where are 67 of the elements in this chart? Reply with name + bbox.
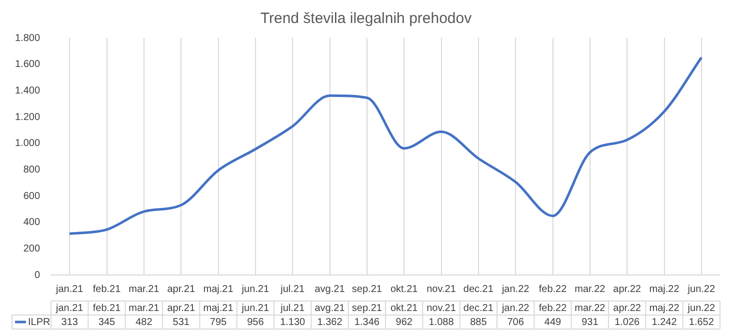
category-label: jan.22 — [502, 302, 530, 314]
data-label: 706 — [507, 316, 524, 328]
category-label: feb.22 — [538, 302, 567, 314]
data-label: 482 — [136, 316, 153, 328]
data-label: 956 — [247, 316, 264, 328]
category-label: avg.21 — [314, 302, 345, 314]
y-tick-label: 1.600 — [14, 59, 40, 70]
x-tick-label: feb.21 — [92, 284, 122, 295]
category-label: dec.21 — [463, 302, 494, 314]
category-label: sep.21 — [352, 302, 382, 314]
category-label: jun.22 — [688, 302, 716, 314]
y-tick-label: 200 — [23, 243, 40, 254]
line-series — [68, 56, 703, 236]
x-tick-label: nov.21 — [426, 284, 456, 295]
category-label: jun.21 — [242, 302, 270, 314]
data-label: 1.130 — [280, 316, 306, 328]
x-tick-label: jan.22 — [500, 284, 530, 295]
legend-label: ILPR — [28, 316, 50, 328]
data-label: 795 — [210, 316, 228, 328]
data-label: 931 — [582, 316, 599, 328]
x-tick-label: jan.21 — [54, 284, 84, 295]
y-tick-label: 1.000 — [14, 138, 40, 150]
data-label: 962 — [396, 316, 413, 328]
data-label: 531 — [172, 316, 190, 328]
category-label: mar.21 — [128, 302, 160, 314]
y-tick-label: 1.400 — [14, 85, 40, 96]
data-label: 1.242 — [652, 316, 678, 328]
data-label: 885 — [470, 316, 488, 328]
y-tick-label: 1.800 — [14, 32, 40, 44]
y-tick-label: 0 — [34, 270, 40, 281]
x-tick-label: sep.21 — [352, 284, 382, 295]
category-label: apr.21 — [167, 302, 196, 314]
x-tick-label: avg.21 — [314, 284, 346, 295]
y-tick-label: 800 — [23, 164, 40, 176]
chart-title: Trend števila ilegalnih prehodov — [260, 10, 472, 28]
data-label: 449 — [544, 316, 562, 328]
category-label: mar.22 — [574, 302, 606, 314]
data-label: 313 — [61, 316, 78, 328]
data-label: 1.346 — [354, 316, 380, 328]
x-tick-label: jul.21 — [280, 284, 305, 295]
x-tick-label: apr.21 — [167, 284, 196, 295]
x-tick-label: mar.21 — [128, 284, 160, 295]
data-label: 1.362 — [317, 316, 343, 328]
x-tick-label: jun.22 — [686, 284, 716, 295]
data-label: 345 — [98, 316, 116, 328]
x-tick-label: mar.22 — [574, 284, 606, 295]
x-tick-label: maj.22 — [649, 284, 680, 295]
category-label: jan.21 — [56, 302, 84, 314]
y-tick-label: 400 — [23, 217, 40, 228]
x-tick-label: apr.22 — [613, 284, 642, 295]
x-tick-label: feb.22 — [538, 284, 568, 295]
data-label: 1.088 — [428, 316, 454, 328]
x-tick-label: okt.21 — [390, 284, 418, 295]
category-label: maj.22 — [649, 302, 680, 314]
category-label: jul.21 — [280, 302, 305, 314]
x-tick-label: jun.21 — [240, 284, 270, 295]
category-label: okt.21 — [390, 302, 418, 314]
category-label: nov.21 — [426, 302, 456, 314]
data-label: 1.026 — [614, 316, 640, 328]
x-tick-label: maj.21 — [203, 284, 234, 295]
x-tick-label: dec.21 — [463, 284, 494, 295]
data-label: 1.652 — [688, 316, 714, 328]
category-label: maj.21 — [203, 302, 234, 314]
category-label: apr.22 — [613, 302, 641, 314]
y-tick-label: 1.200 — [14, 112, 40, 123]
y-tick-label: 600 — [23, 190, 40, 202]
category-label: feb.21 — [92, 302, 121, 314]
